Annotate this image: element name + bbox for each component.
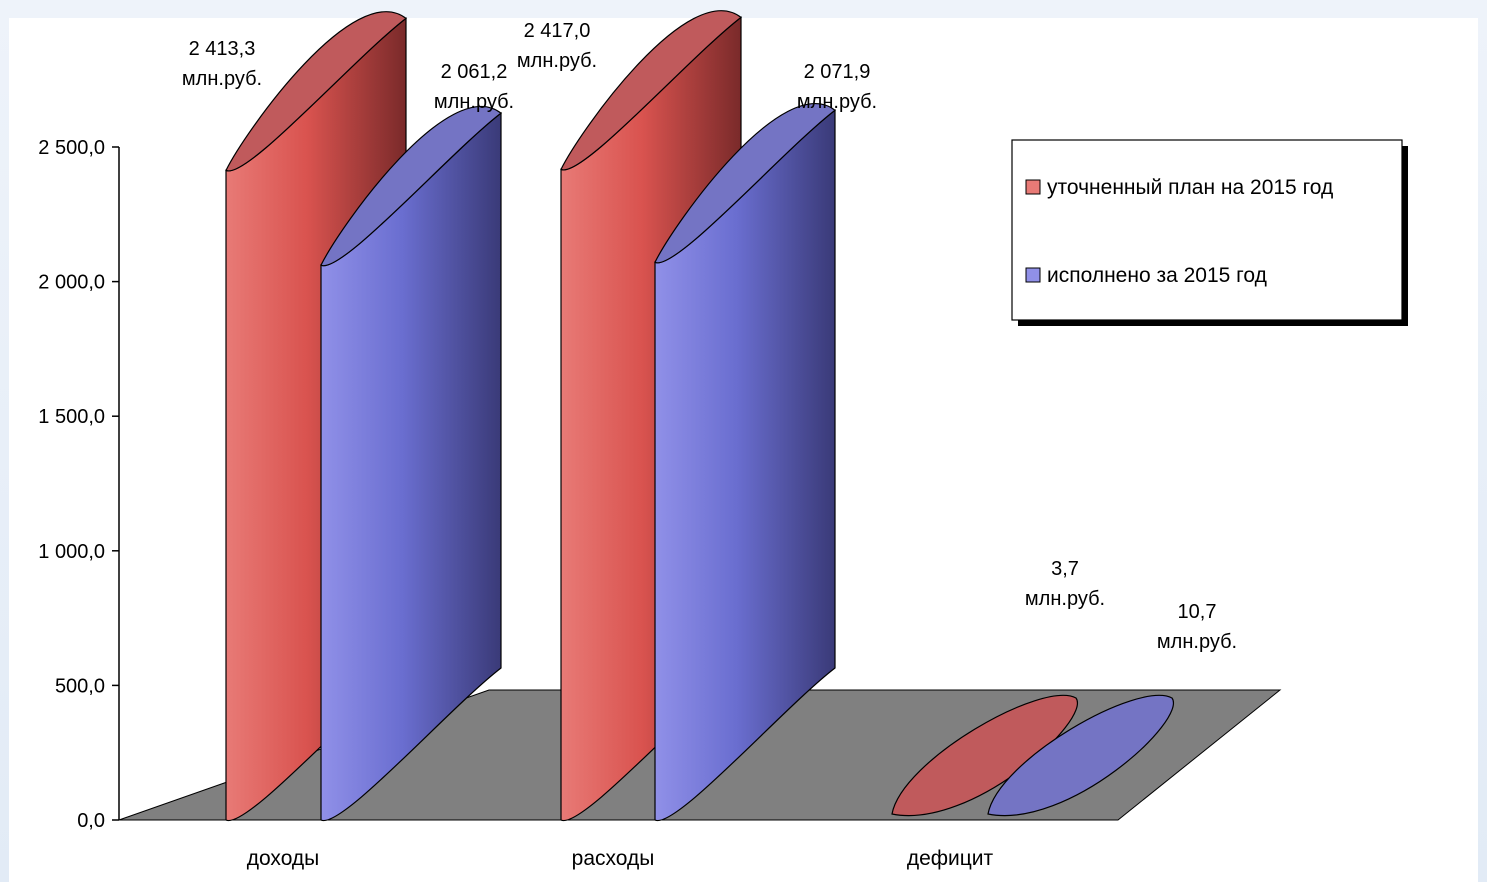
data-label-unit: млн.руб. [1157, 631, 1237, 653]
bar-1-1 [654, 103, 836, 821]
x-category-label: дефицит [907, 847, 994, 870]
legend-entry-label: уточненный план на 2015 год [1047, 176, 1333, 199]
y-tick-label: 1 500,0 [38, 406, 105, 428]
cylinder-top [654, 103, 836, 264]
x-category-label: расходы [572, 847, 655, 870]
bar-0-2 [891, 695, 1079, 817]
data-label-value: 2 061,2 [441, 61, 508, 83]
data-label-value: 2 413,3 [189, 38, 256, 60]
bar-1-2 [987, 695, 1175, 817]
disk-top [987, 695, 1175, 817]
data-label-value: 10,7 [1178, 601, 1217, 623]
y-tick-label: 2 500,0 [38, 137, 105, 159]
data-label-unit: млн.руб. [434, 91, 514, 113]
bar-1-0 [320, 105, 502, 821]
cylinder-top [225, 11, 407, 172]
legend-box [1011, 139, 1403, 321]
y-tick-label: 1 000,0 [38, 541, 105, 563]
cylinder-top [320, 105, 502, 267]
y-tick-label: 500,0 [55, 675, 105, 697]
legend-swatch [1025, 179, 1041, 195]
data-label-value: 3,7 [1051, 558, 1079, 580]
data-label-value: 2 071,9 [804, 61, 871, 83]
data-label-unit: млн.руб. [1025, 588, 1105, 610]
y-tick-label: 0,0 [77, 810, 105, 832]
data-label-unit: млн.руб. [517, 50, 597, 72]
legend-swatch [1025, 267, 1041, 283]
disk-top [891, 695, 1079, 817]
x-category-label: доходы [247, 847, 320, 870]
data-label-unit: млн.руб. [797, 91, 877, 113]
y-tick-label: 2 000,0 [38, 272, 105, 294]
data-label-unit: млн.руб. [182, 68, 262, 90]
data-label-value: 2 417,0 [524, 20, 591, 42]
legend-entry-label: исполнено за 2015 год [1047, 264, 1267, 287]
cylinder-top [560, 10, 742, 171]
